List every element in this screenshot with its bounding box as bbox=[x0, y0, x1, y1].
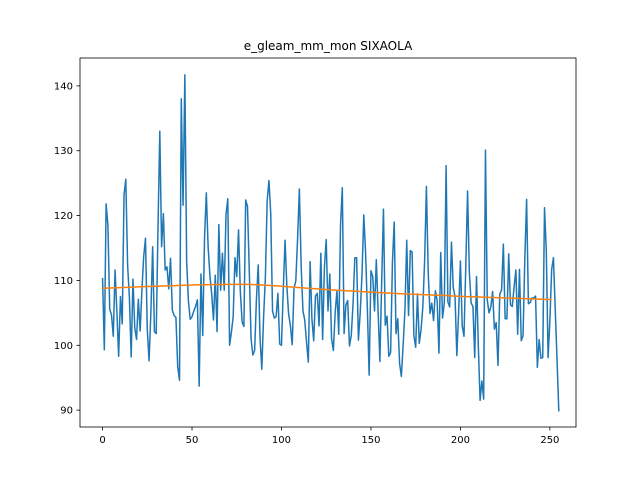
x-tick-label: 0 bbox=[99, 435, 105, 446]
y-tick-label: 120 bbox=[54, 211, 73, 222]
x-tick-label: 250 bbox=[540, 435, 559, 446]
y-tick-label: 140 bbox=[54, 81, 73, 92]
y-tick-label: 100 bbox=[54, 341, 73, 352]
y-tick-label: 90 bbox=[60, 406, 73, 417]
chart-title: e_gleam_mm_mon SIXAOLA bbox=[244, 39, 413, 53]
axes-frame bbox=[79, 57, 577, 428]
plot-area bbox=[101, 74, 560, 412]
x-tick-label: 100 bbox=[272, 435, 291, 446]
y-axis: 90 100 110 120 130 140 bbox=[54, 81, 80, 417]
x-tick-label: 150 bbox=[361, 435, 380, 446]
y-tick-label: 110 bbox=[54, 276, 73, 287]
series-line-2 bbox=[102, 283, 552, 301]
x-tick-label: 50 bbox=[186, 435, 199, 446]
x-axis: 0 50 100 150 200 250 bbox=[99, 427, 559, 446]
series-line-1 bbox=[101, 74, 560, 412]
y-tick-label: 130 bbox=[54, 146, 73, 157]
x-tick-label: 200 bbox=[451, 435, 470, 446]
